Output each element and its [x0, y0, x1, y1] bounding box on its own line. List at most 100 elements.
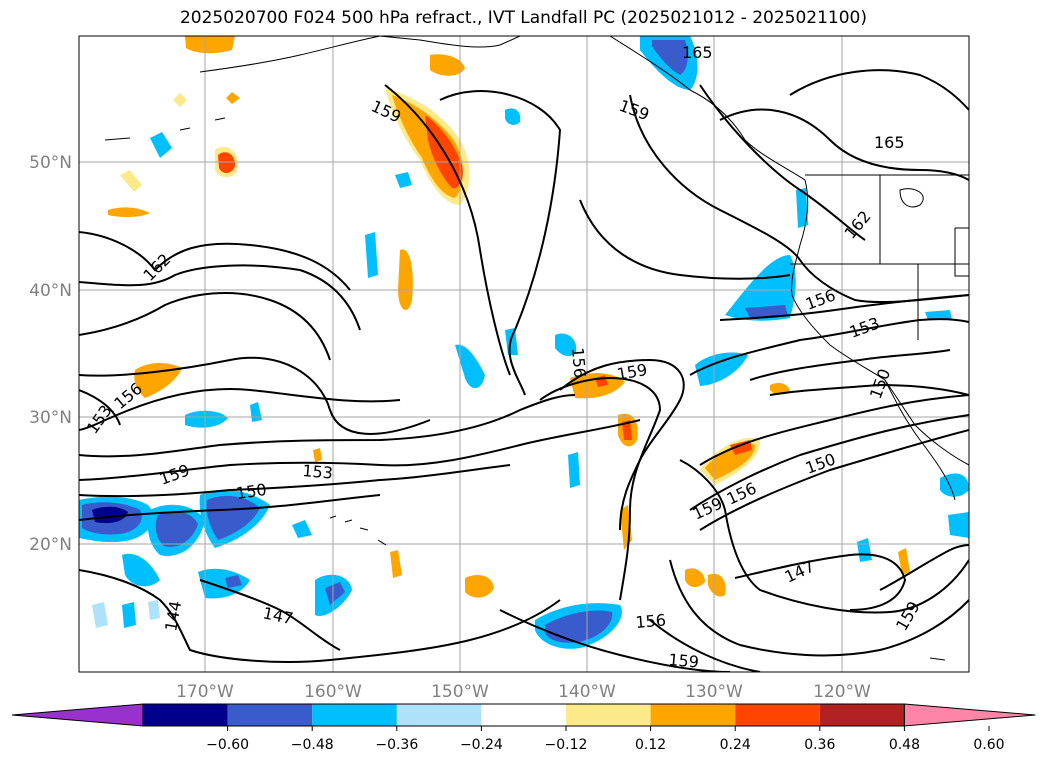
- colorbar-segment: [819, 704, 905, 726]
- negative-anomaly-region: [545, 610, 613, 643]
- colorbar-extend-max: [903, 703, 1036, 727]
- contour-line: [579, 199, 791, 280]
- contour-label: 153: [302, 461, 334, 483]
- negative-anomaly-region: [652, 40, 688, 75]
- colorbar-tick-label: −0.48: [291, 737, 334, 753]
- positive-anomaly-region: [685, 568, 705, 588]
- contour-label: 165: [874, 133, 905, 152]
- contour-line: [79, 494, 381, 521]
- negative-anomaly-region: [92, 602, 108, 628]
- negative-anomaly-region: [925, 310, 952, 320]
- map-frame: [78, 35, 970, 673]
- negative-anomaly-region: [150, 132, 172, 158]
- positive-anomaly-region: [622, 420, 632, 440]
- contour-line: [689, 414, 969, 511]
- negative-anomaly-region: [455, 344, 485, 389]
- coastline-mexico: [929, 657, 946, 661]
- contour-line: [539, 376, 662, 601]
- contour-line: [769, 383, 969, 396]
- colorbar-tick-label: 0.24: [720, 737, 751, 753]
- negative-anomaly-region: [155, 511, 198, 547]
- coastline-alaska: [199, 36, 381, 73]
- contour-line: [699, 429, 969, 531]
- colorbar-segment: [735, 704, 820, 726]
- contour-line: [79, 389, 121, 426]
- negative-anomaly-region: [292, 520, 312, 538]
- lon-label-150w: 150°W: [431, 682, 489, 702]
- negative-anomaly-region: [185, 410, 228, 428]
- negative-anomaly-region: [206, 495, 260, 540]
- negative-anomaly-region: [325, 582, 345, 605]
- colorbar: −0.60 −0.48 −0.36 −0.24 −0.12 0.12 0.24 0.36 0.4…: [11, 703, 1036, 753]
- colorbar-tick-label: −0.12: [545, 737, 588, 753]
- contour-line: [699, 394, 969, 466]
- contour-line: [79, 292, 331, 361]
- colorbar-segment: [312, 704, 397, 726]
- positive-anomaly-region: [185, 36, 235, 54]
- positive-anomaly-region: [120, 170, 142, 192]
- positive-anomaly-region: [898, 548, 910, 575]
- negative-anomaly-region: [225, 575, 242, 588]
- contour-label: 156: [635, 610, 667, 632]
- lon-label-160w: 160°W: [304, 682, 362, 702]
- lake: [899, 188, 924, 208]
- colorbar-segment: [481, 704, 566, 726]
- map-area: [79, 36, 969, 672]
- negative-anomaly-region: [695, 352, 748, 386]
- contour-line: [699, 84, 866, 241]
- negative-anomaly-region: [725, 255, 796, 321]
- positive-anomaly-region: [770, 382, 790, 395]
- graticule: [79, 36, 969, 672]
- contour-label-layer: 165 159 165 159 162 162 156 153 150 156 …: [83, 43, 924, 672]
- lon-label-170w: 170°W: [176, 682, 234, 702]
- coastline-alaska: [379, 36, 521, 48]
- positive-anomaly-region: [390, 550, 402, 578]
- contour-line: [79, 231, 351, 291]
- longitude-labels: 170°W 160°W 150°W 140°W 130°W 120°W: [176, 682, 871, 702]
- positive-anomaly-region: [134, 363, 182, 398]
- negative-anomaly-region: [122, 602, 136, 628]
- positive-anomaly-region: [570, 373, 625, 399]
- colorbar-tick-label: −0.24: [460, 737, 503, 753]
- positive-anomaly-region: [313, 448, 322, 462]
- colorbar-segment: [143, 704, 228, 726]
- colorbar-tick-label: 0.48: [889, 737, 920, 753]
- colorbar-tick-label: −0.36: [375, 737, 418, 753]
- negative-anomaly-region: [92, 506, 128, 524]
- positive-anomaly-region: [226, 92, 240, 104]
- contour-line: [79, 569, 561, 663]
- colorbar-segment: [396, 704, 482, 726]
- border-state: [954, 227, 969, 277]
- latitude-labels: 50°N 40°N 30°N 20°N: [29, 153, 72, 555]
- colorbar-tick-label: 0.12: [635, 737, 666, 753]
- contour-line: [79, 388, 401, 431]
- contour-line: [629, 94, 969, 304]
- contour-line: [559, 358, 685, 531]
- colorbar-segment: [650, 704, 736, 726]
- lat-label-40n: 40°N: [29, 281, 72, 301]
- lat-label-50n: 50°N: [29, 153, 72, 173]
- contour-line: [384, 84, 511, 376]
- contour-line: [734, 553, 907, 611]
- contour-line: [749, 349, 951, 381]
- coastline-baja: [884, 379, 956, 501]
- colorbar-tick-label: 0.60: [973, 737, 1004, 753]
- contour-line: [499, 609, 731, 672]
- positive-anomaly-region: [108, 207, 150, 218]
- lon-label-130w: 130°W: [685, 682, 743, 702]
- coastline-canada: [609, 36, 809, 246]
- negative-anomaly-region: [122, 553, 160, 587]
- contour-line: [719, 108, 969, 181]
- negative-anomaly-region: [148, 600, 160, 620]
- negative-anomaly-region: [796, 188, 808, 228]
- negative-anomaly-region: [568, 452, 580, 488]
- contour-line: [679, 459, 969, 614]
- positive-anomaly-region: [173, 93, 187, 107]
- negative-anomaly-region: [745, 305, 788, 318]
- negative-anomaly-region: [365, 232, 378, 278]
- colorbar-segment: [227, 704, 313, 726]
- negative-anomaly-region: [505, 108, 521, 125]
- negative-anomaly-region: [505, 328, 518, 355]
- coastlines: [104, 36, 969, 661]
- contour-line: [649, 619, 761, 672]
